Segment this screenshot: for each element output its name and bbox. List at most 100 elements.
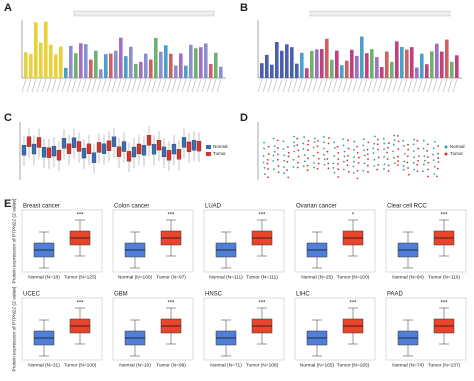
- decor-dot: [292, 158, 295, 161]
- decor-bar: [455, 55, 459, 78]
- significance: *: [352, 213, 355, 219]
- decor-dot: [282, 140, 285, 143]
- decor-dot: [397, 140, 400, 143]
- decor-dot: [313, 141, 316, 143]
- group-label: Normal (N=165): [300, 362, 335, 368]
- decor-tick: [51, 78, 57, 93]
- significance: ***: [76, 301, 84, 307]
- significance: ***: [76, 213, 84, 219]
- decor-tick: [262, 78, 268, 93]
- group-label: Normal (N=18): [28, 274, 60, 280]
- decor-dot: [267, 145, 270, 148]
- decor-dot: [366, 164, 369, 167]
- decor-dot: [337, 168, 340, 171]
- group-label: Tumor (N=125): [64, 274, 97, 280]
- decor-dot: [267, 153, 270, 156]
- decor-bar: [119, 37, 123, 78]
- decor-dot: [277, 171, 280, 174]
- decor-bar: [159, 51, 163, 78]
- decor-dot: [387, 170, 390, 172]
- decor-dot: [372, 147, 375, 150]
- decor-dot: [427, 161, 430, 164]
- decor-dot: [427, 143, 429, 146]
- decor-tick: [347, 78, 353, 93]
- decor-bar: [380, 67, 384, 78]
- decor-bar: [295, 63, 299, 78]
- decor-dot: [383, 142, 386, 145]
- decor-tick: [106, 78, 112, 93]
- decor-dot: [422, 170, 424, 173]
- decor-box: [111, 136, 117, 147]
- decor-bar: [144, 53, 148, 78]
- decor-dot: [396, 155, 399, 158]
- decor-dot: [406, 161, 409, 164]
- decor-bar: [430, 51, 434, 78]
- decor-bar: [435, 43, 439, 78]
- decor-bar: [44, 21, 48, 79]
- decor-dot: [436, 167, 439, 170]
- decor-bar: [174, 65, 178, 78]
- decor-box: [146, 135, 152, 146]
- decor-dot: [316, 167, 319, 170]
- decor-dot: [403, 160, 406, 163]
- decor-box: [101, 143, 107, 154]
- decor-tick: [96, 78, 102, 93]
- decor-bar: [94, 50, 98, 78]
- significance: ***: [349, 301, 357, 307]
- decor-tick: [166, 78, 172, 93]
- decor-tick: [46, 78, 52, 93]
- plot-frame: [385, 297, 467, 361]
- decor-dot: [392, 150, 394, 153]
- plot-title: UCEC: [23, 292, 41, 298]
- decor-dot: [423, 155, 426, 158]
- decor-box: [176, 149, 182, 160]
- decor-dot: [323, 141, 325, 144]
- decor-dot: [352, 165, 355, 168]
- decor-tick: [21, 78, 27, 93]
- decor-dot: [337, 162, 339, 165]
- decor-box: [141, 145, 147, 156]
- panel-label: E: [4, 198, 11, 210]
- group-label: Normal (N=31): [28, 362, 60, 368]
- decor-dot: [347, 147, 350, 150]
- decor-dot: [393, 162, 396, 165]
- legend-swatch: [444, 145, 448, 149]
- group-label: Normal (N=71): [210, 362, 242, 368]
- group-label: Tumor (N=100): [64, 362, 97, 368]
- plot-frame: [112, 209, 194, 273]
- decor-bar: [320, 49, 324, 78]
- decor-dot: [297, 161, 299, 164]
- decor-bar: [24, 52, 28, 78]
- decor-dot: [272, 160, 275, 162]
- decor-dot: [313, 162, 315, 164]
- decor-dot: [337, 151, 340, 154]
- significance: ***: [167, 213, 175, 219]
- decor-dot: [327, 167, 330, 170]
- decor-dot: [413, 156, 415, 159]
- legend-text: Normal: [450, 144, 465, 149]
- decor-dot: [407, 148, 410, 151]
- decor-tick: [91, 78, 97, 93]
- plot-frame: [203, 297, 285, 361]
- decor-box: [31, 143, 37, 155]
- decor-dot: [283, 154, 286, 157]
- decor-dot: [293, 150, 296, 153]
- decor-bar: [335, 50, 339, 78]
- decor-dot: [437, 161, 440, 163]
- decor-dot: [357, 162, 360, 164]
- decor-bar: [179, 53, 183, 78]
- decor-dot: [436, 175, 438, 178]
- decor-dot: [266, 162, 269, 165]
- plot-title: Breast cancer: [23, 204, 60, 210]
- decor-dot: [373, 142, 376, 145]
- decor-tick: [176, 78, 182, 93]
- plot-title: LUAD: [205, 204, 222, 210]
- decor-dot: [277, 165, 280, 167]
- decor-dot: [383, 167, 385, 170]
- decor-dot: [362, 138, 365, 141]
- decor-dot: [336, 145, 339, 148]
- decor-dot: [383, 155, 385, 158]
- decor-tick: [312, 78, 318, 93]
- decor-dot: [423, 163, 425, 166]
- decor-tick: [31, 78, 37, 93]
